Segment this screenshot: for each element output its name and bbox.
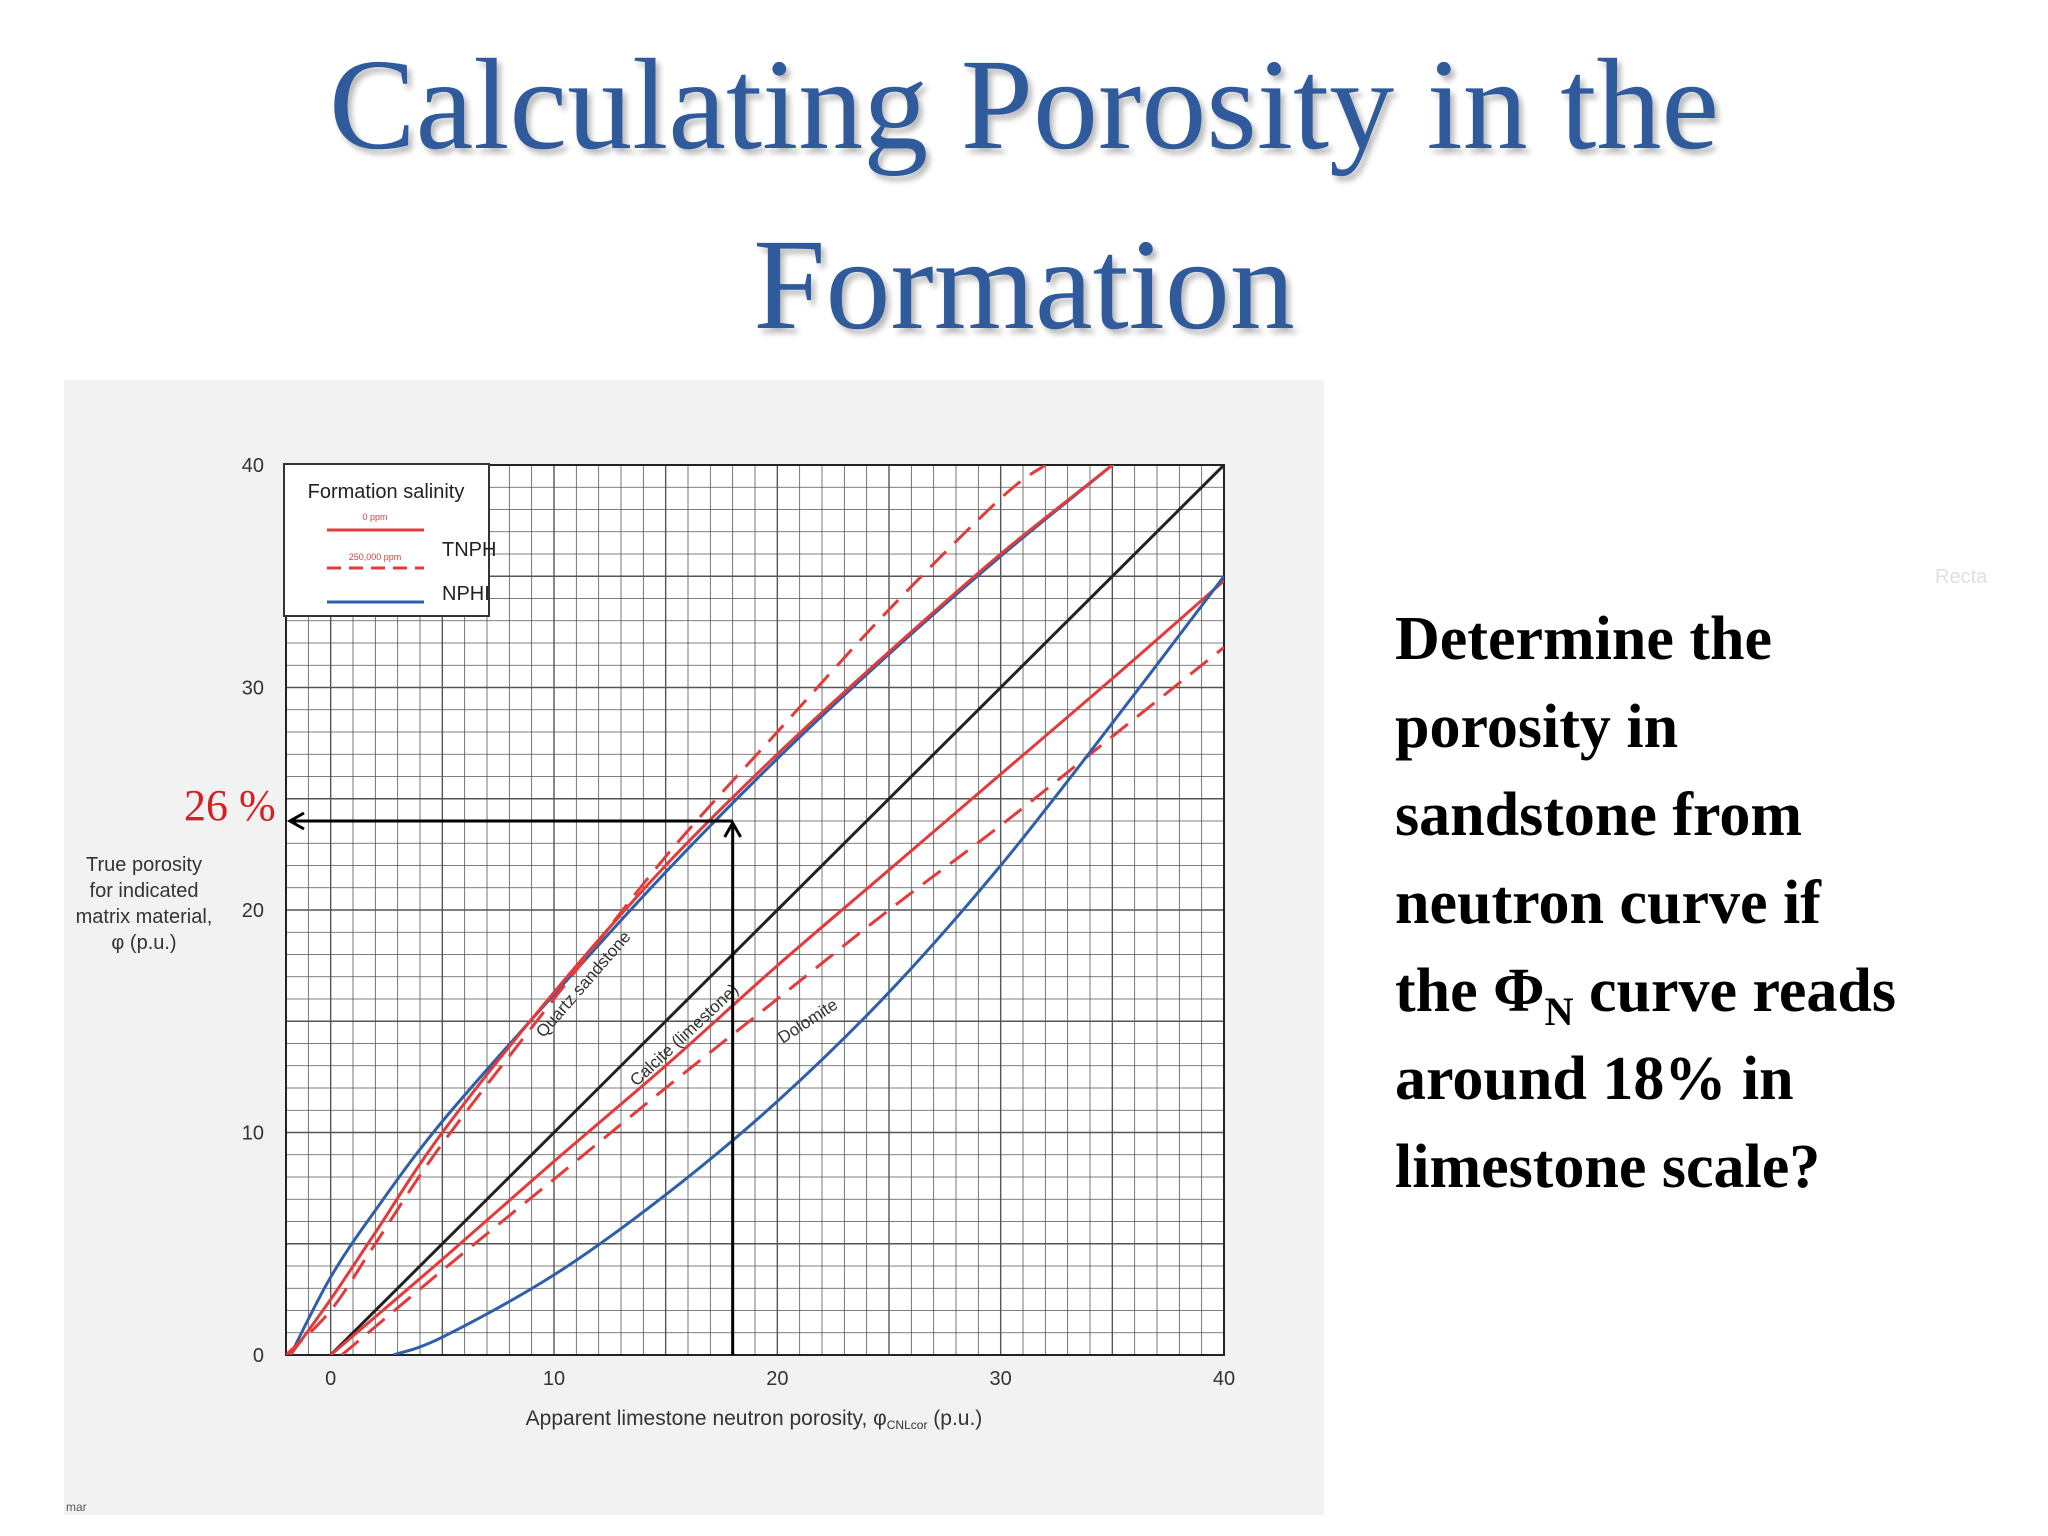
footer-mark: mar xyxy=(66,1500,87,1514)
calcite-limestone-all-curve xyxy=(329,465,1224,1355)
y-axis-title-line-4: φ (p.u.) xyxy=(111,932,176,954)
question-text: Determine the porosity in sandstone from… xyxy=(1395,595,2035,1211)
y-axis-title-line-2: for indicated xyxy=(90,880,199,902)
dolomite-nphi-curve xyxy=(392,575,1224,1355)
x-tick-label: 10 xyxy=(543,1368,565,1390)
slide-title-line-2: Formation xyxy=(753,213,1295,357)
question-line-5: the ΦN curve reads xyxy=(1395,947,2035,1035)
y-axis-title-line-3: matrix material, xyxy=(76,906,213,928)
legend-tnph-label: TNPH xyxy=(442,539,496,561)
x-tick-label: 40 xyxy=(1213,1368,1235,1390)
y-axis-title: True porosity for indicated matrix mater… xyxy=(76,854,213,954)
question-line-4: neutron curve if xyxy=(1395,869,1821,937)
y-axis-title-line-1: True porosity xyxy=(86,854,202,876)
plot-frame xyxy=(285,464,1225,1356)
y-tick-label: 0 xyxy=(253,1345,264,1367)
answer-label: 26 % xyxy=(184,781,276,830)
question-curve-text: curve reads xyxy=(1573,957,1897,1025)
question-phi-subscript: N xyxy=(1544,989,1574,1034)
legend-title: Formation salinity xyxy=(308,481,465,503)
quartz-sandstone-tnph-0-ppm-curve xyxy=(289,465,1115,1355)
tick-labels: 0 10 20 30 40 0 10 20 30 40 xyxy=(242,455,1235,1390)
legend-250000ppm-label: 250,000 ppm xyxy=(349,552,402,562)
question-line-1: Determine the xyxy=(1395,605,1772,673)
dolomite-tnph-250-000-ppm-curve xyxy=(340,646,1224,1355)
question-line-2: porosity in xyxy=(1395,693,1679,761)
curves xyxy=(286,465,1224,1355)
x-tick-label: 0 xyxy=(325,1368,336,1390)
y-tick-label: 30 xyxy=(242,678,264,700)
y-tick-label: 40 xyxy=(242,455,264,477)
legend-nphi-label: NPHI xyxy=(442,583,490,605)
dolomite-tnph-0-ppm-curve xyxy=(329,579,1224,1355)
y-tick-label: 10 xyxy=(242,1123,264,1145)
question-phi-text: the Φ xyxy=(1395,957,1545,1025)
x-tick-label: 20 xyxy=(766,1368,788,1390)
quartz-sandstone-tnph-250-000-ppm-curve xyxy=(286,465,1047,1355)
x-tick-label: 30 xyxy=(990,1368,1012,1390)
legend-0ppm-label: 0 ppm xyxy=(362,512,387,522)
x-axis-title: Apparent limestone neutron porosity, φCN… xyxy=(526,1407,983,1432)
answer-annotation xyxy=(286,811,742,1355)
question-line-6: around 18% in xyxy=(1395,1045,1794,1113)
slide-title-line-1: Calculating Porosity in the xyxy=(328,33,1720,177)
question-line-7: limestone scale? xyxy=(1395,1133,1821,1201)
question-line-3: sandstone from xyxy=(1395,781,1803,849)
y-tick-label: 20 xyxy=(242,900,264,922)
corner-ghost-text: Recta xyxy=(1935,566,1988,588)
chart-panel: 0 10 20 30 40 0 10 20 30 40 Quartz sandstone Calci… xyxy=(64,380,1324,1515)
legend: Formation salinity 0 ppm 250,000 ppm TNP… xyxy=(283,463,496,617)
